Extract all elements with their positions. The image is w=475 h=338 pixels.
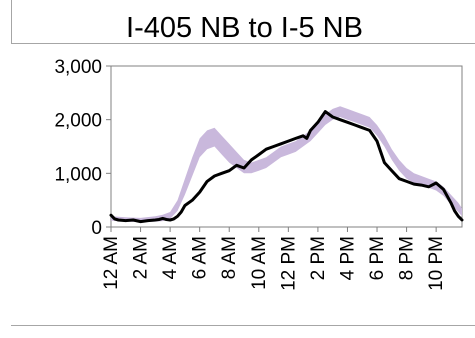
- x-tick-label: 6 AM: [190, 236, 211, 279]
- x-tick-label: 12 PM: [278, 236, 299, 291]
- x-tick-label: 10 PM: [426, 236, 447, 291]
- x-tick-label: 10 AM: [249, 236, 270, 290]
- frame-bottom-edge: [11, 325, 475, 326]
- chart-title: I-405 NB to I-5 NB: [126, 12, 363, 44]
- x-tick-label: 8 AM: [219, 236, 240, 279]
- series-line-1: [109, 110, 464, 224]
- x-tick-label: 12 AM: [101, 236, 122, 290]
- frame-left-edge: [11, 0, 12, 44]
- x-tick-label: 4 AM: [160, 236, 181, 279]
- x-tick-label: 4 PM: [337, 236, 358, 280]
- frame-top-edge: [11, 43, 475, 44]
- x-tick-label: 8 PM: [397, 236, 418, 280]
- x-tick-label: 6 PM: [367, 236, 388, 280]
- x-tick-label: 2 AM: [131, 236, 152, 279]
- x-tick-label: 2 PM: [308, 236, 329, 280]
- y-tick-label: 2,000: [54, 111, 102, 132]
- y-tick-label: 0: [91, 218, 102, 239]
- y-tick-label: 1,000: [54, 164, 102, 185]
- y-tick-label: 3,000: [54, 57, 102, 78]
